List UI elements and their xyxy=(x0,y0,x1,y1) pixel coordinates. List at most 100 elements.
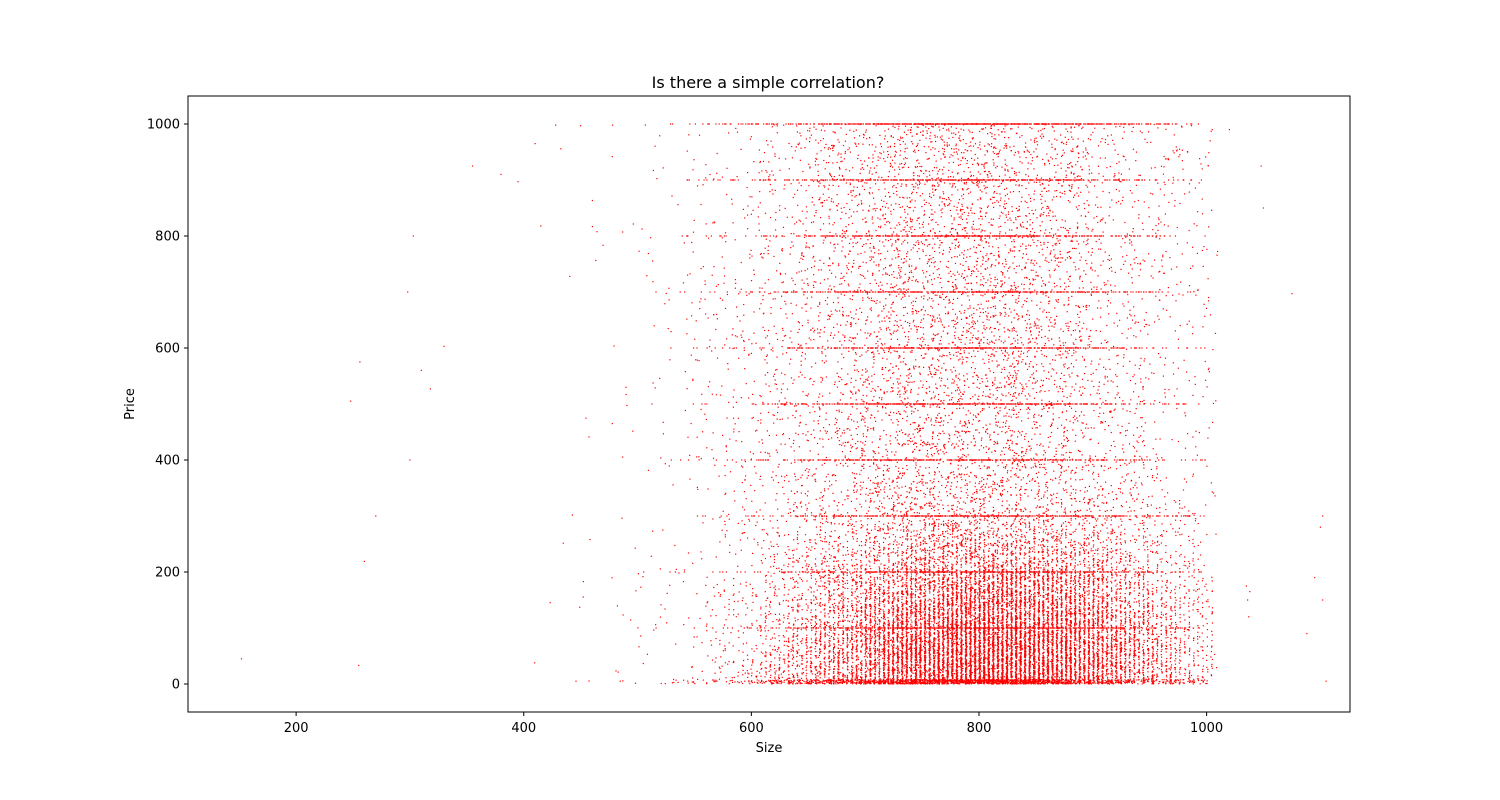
scatter-point xyxy=(1171,590,1172,591)
scatter-point xyxy=(939,557,940,558)
scatter-point xyxy=(948,646,949,647)
scatter-point xyxy=(856,541,857,542)
scatter-point xyxy=(842,650,843,651)
scatter-point xyxy=(893,534,894,535)
scatter-point xyxy=(1179,663,1180,664)
scatter-point xyxy=(774,678,775,679)
scatter-point xyxy=(1175,655,1176,656)
scatter-point xyxy=(1034,608,1035,609)
scatter-point xyxy=(925,494,926,495)
scatter-point xyxy=(1084,634,1085,635)
scatter-point xyxy=(1184,565,1185,566)
scatter-point xyxy=(933,611,934,612)
scatter-point xyxy=(1001,625,1002,626)
scatter-point xyxy=(934,486,935,487)
scatter-point xyxy=(1166,617,1167,618)
scatter-point xyxy=(1124,579,1125,580)
scatter-point xyxy=(733,609,734,610)
scatter-point xyxy=(811,512,812,513)
scatter-point xyxy=(788,638,789,639)
scatter-point xyxy=(1039,517,1040,518)
scatter-point xyxy=(1153,613,1154,614)
scatter-point xyxy=(1143,574,1144,575)
scatter-point xyxy=(742,600,743,601)
scatter-point xyxy=(834,603,835,604)
scatter-point xyxy=(1075,562,1076,563)
scatter-point xyxy=(992,574,993,575)
scatter-point xyxy=(911,521,912,522)
scatter-point xyxy=(1147,645,1148,646)
scatter-point xyxy=(1170,596,1171,597)
scatter-point xyxy=(1180,640,1181,641)
scatter-point xyxy=(847,605,848,606)
scatter-point xyxy=(1197,589,1198,590)
scatter-point xyxy=(1034,569,1035,570)
scatter-point xyxy=(1051,605,1052,606)
scatter-point xyxy=(1088,470,1089,471)
scatter-point xyxy=(951,610,952,611)
scatter-point xyxy=(997,550,998,551)
scatter-point xyxy=(888,556,889,557)
scatter-point xyxy=(824,589,825,590)
scatter-point xyxy=(1006,524,1007,525)
scatter-point xyxy=(906,465,907,466)
scatter-point xyxy=(998,528,999,529)
scatter-point xyxy=(765,558,766,559)
scatter-point xyxy=(1065,554,1066,555)
scatter-point xyxy=(769,645,770,646)
scatter-point xyxy=(1057,511,1058,512)
scatter-point xyxy=(1016,594,1017,595)
scatter-point xyxy=(992,569,993,570)
scatter-point xyxy=(1015,538,1016,539)
scatter-point xyxy=(797,643,798,644)
scatter-point xyxy=(847,575,848,576)
scatter-point xyxy=(870,631,871,632)
scatter-point xyxy=(1107,576,1108,577)
scatter-point xyxy=(879,643,880,644)
scatter-point xyxy=(1189,598,1190,599)
scatter-point xyxy=(1189,675,1190,676)
scatter-point xyxy=(884,599,885,600)
scatter-point xyxy=(874,561,875,562)
scatter-point xyxy=(1047,490,1048,491)
scatter-point xyxy=(1197,632,1198,633)
scatter-point xyxy=(829,638,830,639)
scatter-point xyxy=(1156,653,1157,654)
scatter-point xyxy=(861,672,862,673)
scatter-point xyxy=(1175,610,1176,611)
scatter-point xyxy=(939,580,940,581)
scatter-point xyxy=(952,527,953,528)
scatter-point xyxy=(1207,599,1208,600)
scatter-point xyxy=(934,582,935,583)
scatter-point xyxy=(883,537,884,538)
scatter-point xyxy=(869,556,870,557)
scatter-point xyxy=(925,629,926,630)
scatter-point xyxy=(1060,584,1061,585)
scatter-point xyxy=(1166,582,1167,583)
scatter-point xyxy=(1170,666,1171,667)
scatter-point xyxy=(942,533,943,534)
scatter-point xyxy=(1211,675,1212,676)
scatter-point xyxy=(1197,611,1198,612)
scatter-point xyxy=(788,665,789,666)
scatter-point xyxy=(960,619,961,620)
scatter-point xyxy=(1098,604,1099,605)
scatter-point xyxy=(1157,564,1158,565)
scatter-point xyxy=(975,483,976,484)
scatter-point xyxy=(825,647,826,648)
scatter-point xyxy=(893,676,894,677)
scatter-point xyxy=(1084,592,1085,593)
scatter-point xyxy=(1025,553,1026,554)
scatter-point xyxy=(1057,530,1058,531)
scatter-point xyxy=(1102,657,1103,658)
scatter-point xyxy=(1061,524,1062,525)
scatter-point xyxy=(774,633,775,634)
scatter-point xyxy=(847,640,848,641)
scatter-point xyxy=(1075,559,1076,560)
scatter-point xyxy=(1147,556,1148,557)
scatter-point xyxy=(925,662,926,663)
scatter-point xyxy=(1138,535,1139,536)
scatter-point xyxy=(1202,607,1203,608)
scatter-point xyxy=(889,569,890,570)
scatter-point xyxy=(852,529,853,530)
